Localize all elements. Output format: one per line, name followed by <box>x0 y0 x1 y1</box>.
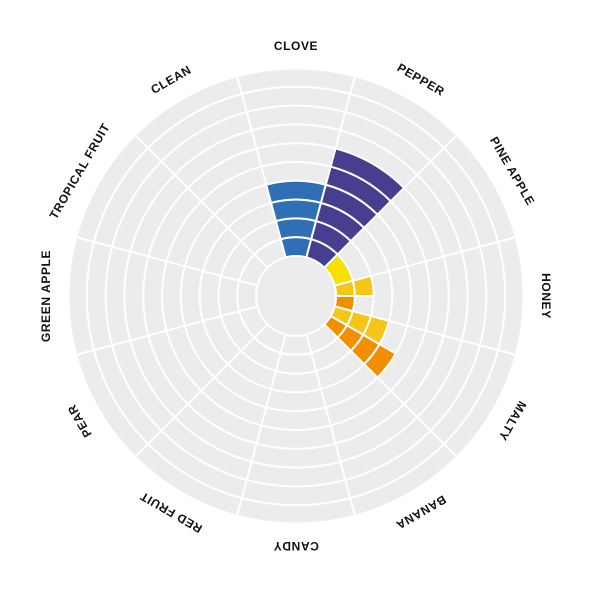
grid-ring <box>123 123 469 469</box>
label-clean: CLEAN <box>148 63 193 97</box>
bar-clove <box>264 179 328 205</box>
grid-spoke <box>134 323 269 458</box>
bar-malty-part-2 <box>362 342 398 379</box>
grid-ring <box>66 66 526 526</box>
bar-clove <box>269 198 323 223</box>
bar-clove <box>274 217 318 241</box>
label-green-apple: GREEN APPLE <box>39 250 53 342</box>
label-malty: MALTY <box>495 399 529 444</box>
bar-honey-part-1 <box>351 274 375 297</box>
grid-spoke <box>75 305 258 356</box>
bar-pepper <box>329 147 406 203</box>
label-clove: CLOVE <box>274 39 318 53</box>
grid-spoke <box>305 334 356 517</box>
label-honey: HONEY <box>539 273 553 319</box>
label-pear: PEAR <box>65 402 95 440</box>
grid-spoke <box>134 134 269 269</box>
grid-ring <box>161 161 431 431</box>
bars <box>264 147 406 379</box>
grid-ring <box>104 104 488 488</box>
grid-ring <box>142 142 450 450</box>
grid-spoke <box>236 334 287 517</box>
label-candy: CANDY <box>273 539 319 553</box>
grid-spoke <box>75 236 258 287</box>
center-hub <box>255 255 337 337</box>
grid-ring <box>85 85 507 507</box>
